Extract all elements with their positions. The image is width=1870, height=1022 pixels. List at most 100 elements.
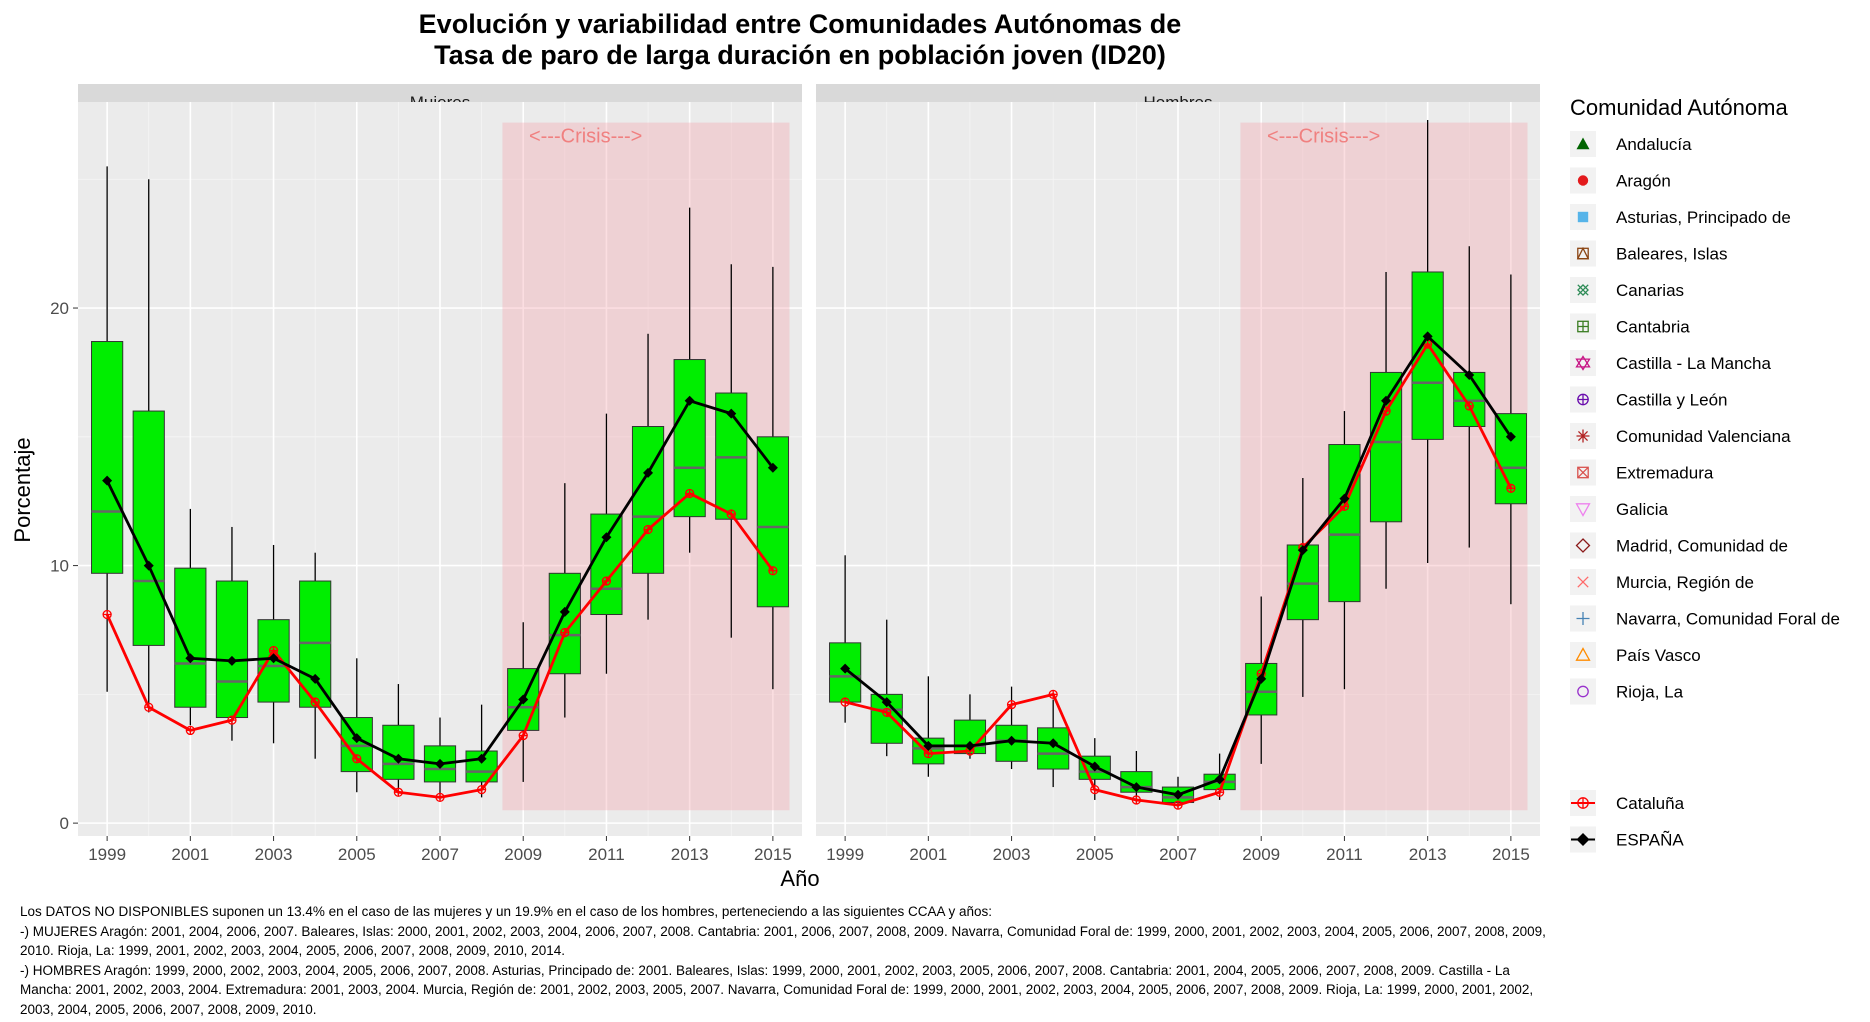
box-2015: [1494, 274, 1527, 605]
espana-point: [559, 606, 570, 617]
x-tick-label: 2003: [255, 845, 293, 864]
marker-part: [1575, 647, 1591, 661]
footnote-line-3: -) HOMBRES Aragón: 1999, 2000, 2002, 200…: [20, 962, 1534, 1017]
box-2002: [215, 526, 249, 741]
marker-part: [1575, 355, 1591, 368]
legend-symbol: [1576, 246, 1590, 260]
box-body: [299, 580, 332, 708]
legend-key-bg: [1570, 496, 1596, 522]
box-body: [132, 410, 165, 646]
box-body: [590, 513, 623, 616]
marker-part: [1339, 493, 1350, 504]
marker-part: [436, 793, 444, 802]
legend-item: Cataluña: [1570, 790, 1685, 816]
marker-part: [186, 726, 195, 735]
x-tick-label: 2005: [1076, 845, 1114, 864]
footnote-line-1: Los DATOS NO DISPONIBLES suponen un 13.4…: [20, 904, 993, 919]
cataluna-point: [1006, 700, 1017, 710]
legend-symbol: [1577, 797, 1589, 809]
espana-point: [102, 475, 113, 486]
marker-part: [1577, 466, 1589, 479]
marker-part: [1174, 801, 1182, 810]
marker-part: [1256, 673, 1267, 684]
marker-part: [311, 698, 320, 707]
box-body: [1411, 271, 1444, 440]
marker-part: [1089, 761, 1100, 772]
legend-item: Asturias, Principado de: [1570, 204, 1791, 230]
legend-symbol: [1577, 320, 1589, 333]
legend-symbol: [1577, 211, 1589, 223]
marker-part: [1505, 431, 1516, 442]
espana-point: [435, 758, 445, 769]
cataluna-point: [726, 509, 736, 519]
cataluna-point: [643, 524, 653, 535]
cataluna-point: [840, 697, 850, 707]
x-tick-label: 2011: [1326, 845, 1363, 864]
marker-part: [1423, 340, 1432, 349]
legend-item: Murcia, Región de: [1570, 569, 1754, 595]
cataluna-point: [1131, 795, 1142, 805]
marker-part: [1576, 612, 1590, 625]
legend-key-bg: [1570, 240, 1596, 267]
box-2014: [1453, 246, 1486, 548]
marker-part: [1173, 789, 1183, 800]
marker-part: [882, 708, 891, 717]
espana-point: [185, 653, 196, 664]
legend-item: Cantabria: [1570, 313, 1690, 340]
marker-part: [1090, 785, 1099, 794]
marker-part: [559, 606, 570, 617]
marker-part: [767, 462, 778, 473]
marker-part: [1575, 503, 1591, 517]
marker-part: [226, 655, 237, 666]
legend-label: Comunidad Valenciana: [1616, 427, 1791, 446]
cataluna-point: [1048, 689, 1058, 700]
legend: Comunidad Autónoma Andalucía Aragón Asturi…: [1570, 95, 1840, 853]
legend-symbol: [1576, 429, 1590, 443]
marker-part: [1465, 401, 1474, 410]
espana-point: [840, 663, 851, 674]
x-tick-label: 1999: [88, 845, 126, 864]
marker-part: [964, 740, 975, 751]
title-line-2: Tasa de paro de larga duración en poblac…: [434, 40, 1166, 70]
espana-point: [964, 740, 975, 751]
legend-item: Navarra, Comunidad Foral de: [1570, 605, 1840, 632]
cataluna-point: [310, 697, 320, 707]
marker-part: [102, 475, 113, 486]
legend-symbol: [1577, 175, 1589, 186]
marker-part: [1049, 690, 1058, 699]
panel-mujeres: Mujeres<---Crisis--->1999200120032005200…: [50, 84, 802, 864]
x-tick-label: 2015: [1492, 845, 1530, 864]
legend-symbol: [1575, 538, 1591, 553]
legend-symbol: [1577, 393, 1589, 406]
espana-point: [726, 408, 737, 419]
legend-item: Baleares, Islas: [1570, 240, 1728, 267]
espana-point: [923, 740, 934, 751]
espana-point: [1505, 431, 1516, 442]
marker-part: [1575, 538, 1591, 553]
legend-symbol: [1575, 355, 1591, 371]
y-tick-label: 20: [50, 299, 69, 318]
legend-item: Madrid, Comunidad de: [1570, 532, 1788, 559]
marker-part: [310, 673, 321, 684]
marker-part: [1214, 774, 1225, 785]
cataluna-point: [1214, 787, 1225, 797]
marker-part: [394, 788, 403, 797]
cataluna-point: [560, 627, 570, 638]
marker-part: [518, 694, 529, 705]
legend-item: Castilla y León: [1570, 386, 1728, 413]
legend-symbol: [1576, 137, 1590, 150]
espana-point: [1256, 673, 1267, 684]
marker-part: [269, 646, 278, 655]
legend-symbol: [1577, 576, 1589, 588]
espana-point: [1464, 369, 1475, 380]
panel-hombres: Hombres<---Crisis--->1999200120032005200…: [816, 84, 1540, 864]
legend-label: Canarias: [1616, 281, 1684, 300]
espana-point: [881, 697, 892, 708]
legend-key-bg: [1570, 350, 1596, 376]
title-line-1: Evolución y variabilidad entre Comunidad…: [419, 9, 1182, 39]
marker-part: [144, 703, 153, 712]
legend-item: Andalucía: [1570, 131, 1692, 157]
marker-part: [435, 758, 445, 769]
legend-item: País Vasco: [1570, 642, 1701, 668]
box-body: [91, 341, 124, 574]
